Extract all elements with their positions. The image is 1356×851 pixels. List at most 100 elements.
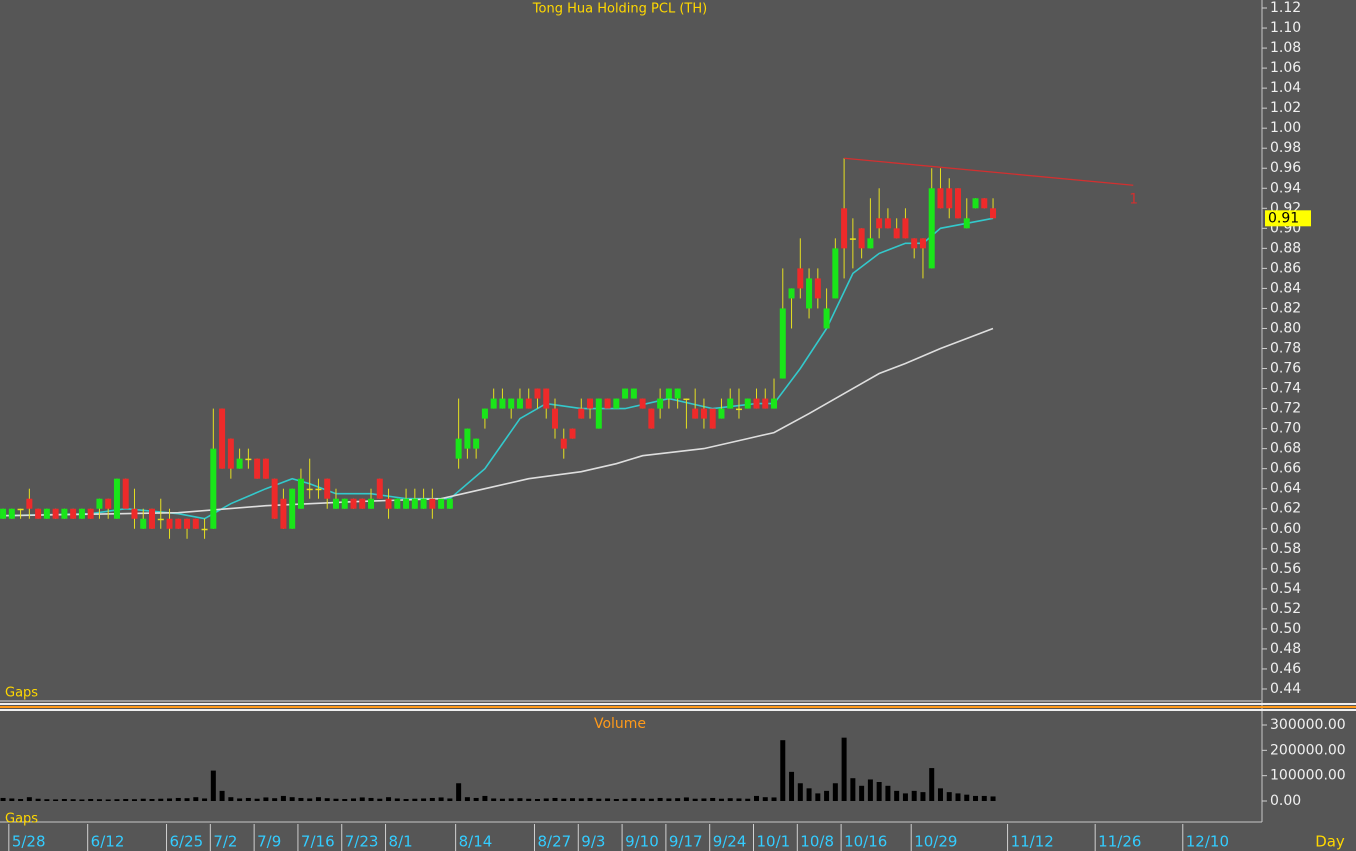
volume-bar	[885, 785, 891, 801]
separator	[0, 703, 1356, 705]
volume-bar	[202, 798, 208, 801]
y-tick-label: 0.58	[1270, 541, 1301, 557]
volume-bar	[622, 798, 628, 801]
candle-body	[166, 518, 173, 529]
volume-bar	[491, 798, 497, 801]
y-tick-label: 0.48	[1270, 641, 1301, 657]
volume-bar	[158, 798, 164, 801]
separator	[0, 700, 1262, 702]
volume-bar	[902, 793, 908, 801]
y-tick-label: 0.70	[1270, 421, 1301, 437]
volume-bar	[167, 798, 173, 801]
candle-body	[420, 498, 427, 509]
y-tick-label: 200000.00	[1270, 742, 1346, 758]
y-tick-label: 1.10	[1270, 20, 1301, 36]
candle-body	[832, 248, 839, 299]
x-tick-label: 9/10	[625, 833, 659, 851]
volume-bar	[18, 798, 24, 801]
candle-body	[972, 198, 979, 209]
candle-body	[184, 518, 191, 529]
candle-body	[937, 188, 944, 209]
candle-body	[481, 408, 488, 419]
last-price-box	[1265, 210, 1311, 227]
volume-bar	[946, 792, 952, 801]
candle-body	[771, 398, 778, 409]
volume-bar	[937, 788, 943, 801]
volume-bar	[631, 798, 637, 801]
volume-bar	[920, 792, 926, 801]
candle-body	[692, 408, 699, 419]
x-tick-label: 10/8	[800, 833, 834, 851]
volume-bar	[88, 798, 94, 801]
candle-body	[560, 438, 567, 449]
y-tick-label: 0.94	[1270, 180, 1301, 196]
candle-body	[411, 498, 418, 509]
volume-bar	[403, 798, 409, 801]
candle-body	[867, 238, 874, 249]
candle-body	[175, 518, 182, 529]
candle-body	[683, 398, 690, 401]
volume-bar	[832, 783, 838, 801]
candle-body	[709, 408, 716, 429]
volume-bar	[789, 771, 795, 801]
candle-body	[105, 498, 112, 509]
candle-body	[919, 238, 926, 249]
candle-body	[289, 488, 296, 529]
volume-bar	[70, 799, 76, 801]
volume-bar	[456, 783, 462, 801]
candle-body	[245, 458, 252, 461]
y-tick-label: 0.64	[1270, 481, 1301, 497]
y-tick-label: 0.80	[1270, 320, 1301, 336]
candle-body	[61, 508, 68, 519]
candle-body	[657, 398, 664, 409]
x-tick-label: 10/16	[844, 833, 887, 851]
y-tick-label: 0.86	[1270, 260, 1301, 276]
volume-bar	[53, 799, 59, 801]
volume-bar	[780, 740, 786, 801]
volume-bar	[990, 796, 996, 801]
separator	[0, 706, 1356, 708]
volume-bar	[263, 797, 269, 801]
candle-body	[376, 478, 383, 499]
candle-body	[78, 508, 85, 519]
candle-body	[928, 188, 935, 269]
volume-bar	[683, 797, 689, 801]
candle-body	[96, 498, 103, 509]
volume-bar	[228, 797, 234, 801]
volume-bar	[359, 797, 365, 801]
candle-body	[525, 398, 532, 409]
last-price-label: 0.91	[1268, 210, 1299, 226]
volume-bar	[96, 799, 102, 801]
volume-bar	[298, 797, 304, 801]
volume-bar	[657, 797, 663, 801]
candle-body	[297, 478, 304, 509]
volume-bar	[315, 797, 321, 801]
candle-body	[359, 498, 366, 509]
candle-body	[551, 408, 558, 429]
candle-body	[981, 198, 988, 209]
volume-bar	[386, 797, 392, 801]
candle-body	[464, 428, 471, 449]
candle-body	[490, 398, 497, 409]
volume-bar	[280, 795, 286, 801]
chart-title: Tong Hua Holding PCL (TH)	[532, 2, 707, 17]
candle-body	[0, 508, 7, 519]
candle-body	[254, 458, 261, 479]
y-tick-label: 0.00	[1270, 793, 1301, 809]
x-tick-label: 8/27	[537, 833, 571, 851]
volume-bar	[351, 798, 357, 801]
volume-bar	[894, 790, 900, 801]
volume-bar	[289, 797, 295, 801]
candle-body	[858, 228, 865, 249]
candle-body	[315, 488, 322, 491]
volume-bar	[727, 798, 733, 801]
candle-body	[70, 508, 77, 519]
x-tick-label: 7/9	[257, 833, 281, 851]
volume-bar	[447, 798, 453, 801]
volume-bar	[736, 798, 742, 801]
y-tick-label: 0.44	[1270, 681, 1301, 697]
candle-body	[122, 478, 129, 509]
x-tick-label: 9/17	[669, 833, 703, 851]
candle-body	[814, 278, 821, 299]
